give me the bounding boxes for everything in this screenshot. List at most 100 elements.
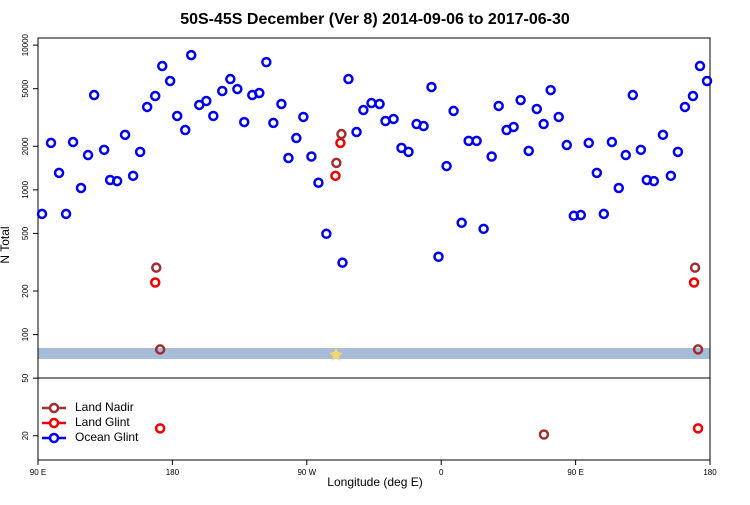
point (185, 49, 197, 61)
point (627, 89, 639, 101)
y-tick-label: 20 (21, 431, 30, 440)
point (538, 429, 550, 440)
point (613, 182, 625, 194)
x-tick-label: 90 E (567, 468, 583, 477)
point (456, 217, 467, 229)
plot-frame (37, 37, 711, 461)
point (448, 105, 459, 117)
point (657, 129, 669, 141)
point (598, 208, 610, 220)
point (523, 145, 534, 157)
point (208, 110, 219, 122)
x-tick-label: 180 (166, 468, 180, 477)
land-mask-band (38, 348, 710, 359)
point (575, 209, 587, 221)
point (561, 139, 573, 151)
point (418, 120, 429, 132)
point (154, 344, 166, 355)
point (36, 208, 48, 220)
legend-marker (48, 402, 60, 414)
point (701, 75, 713, 87)
point (665, 170, 677, 182)
legend-label: Land Nadir (75, 400, 134, 414)
y-tick-label: 1000 (21, 180, 30, 198)
point (591, 167, 603, 179)
point (388, 113, 399, 125)
point (88, 89, 100, 101)
chart-title: 50S-45S December (Ver 8) 2014-09-06 to 2… (180, 11, 570, 28)
y-tick-label: 2000 (21, 137, 30, 155)
point (545, 84, 556, 96)
point (217, 85, 228, 97)
point (620, 149, 632, 161)
point (478, 223, 489, 235)
point (156, 60, 168, 72)
y-tick-label: 50 (21, 373, 30, 382)
point (127, 170, 139, 182)
point (82, 149, 94, 161)
point (331, 157, 342, 169)
point (648, 175, 660, 187)
point (337, 257, 348, 268)
point (672, 146, 684, 158)
point (261, 56, 272, 68)
marker-star (329, 347, 343, 361)
point (606, 136, 618, 148)
point (232, 83, 243, 95)
point (313, 177, 324, 188)
point (336, 128, 347, 140)
point (493, 100, 504, 112)
y-tick-label: 100 (21, 327, 30, 341)
point (238, 116, 250, 128)
point (53, 167, 65, 179)
point (531, 103, 543, 115)
point (154, 423, 166, 434)
point (111, 175, 123, 187)
legend-marker (48, 432, 60, 444)
point (75, 182, 87, 194)
point (538, 118, 549, 130)
point (201, 95, 212, 107)
point (351, 126, 362, 138)
point (134, 146, 146, 158)
point (433, 251, 444, 263)
point (679, 101, 691, 113)
point (283, 152, 294, 164)
point (426, 81, 437, 93)
point (67, 136, 79, 148)
x-tick-label: 180 (703, 468, 717, 477)
point (687, 90, 699, 102)
point (335, 137, 346, 149)
point (343, 73, 354, 85)
point (149, 90, 161, 102)
y-tick-label: 200 (21, 284, 30, 298)
point (515, 94, 526, 106)
y-tick-label: 5000 (21, 79, 30, 97)
point (635, 144, 647, 156)
point (298, 111, 309, 123)
point (306, 151, 317, 162)
point (141, 101, 153, 113)
y-tick-label: 10000 (21, 33, 30, 56)
point (321, 228, 332, 240)
point (380, 115, 391, 127)
point (291, 132, 302, 144)
point (689, 262, 701, 273)
point (276, 98, 287, 110)
y-axis-label: N Total (0, 226, 12, 263)
x-tick-label: 90 E (30, 468, 46, 477)
x-axis-label: Longitude (deg E) (327, 475, 422, 489)
point (583, 137, 594, 149)
point (486, 151, 497, 162)
point (692, 423, 704, 434)
point (149, 277, 161, 288)
point (60, 208, 72, 220)
point (358, 104, 369, 116)
point (441, 160, 452, 172)
legend-label: Ocean Glint (75, 430, 139, 444)
point (366, 97, 377, 109)
legend-label: Land Glint (75, 415, 130, 429)
point (403, 146, 414, 158)
point (179, 124, 191, 136)
